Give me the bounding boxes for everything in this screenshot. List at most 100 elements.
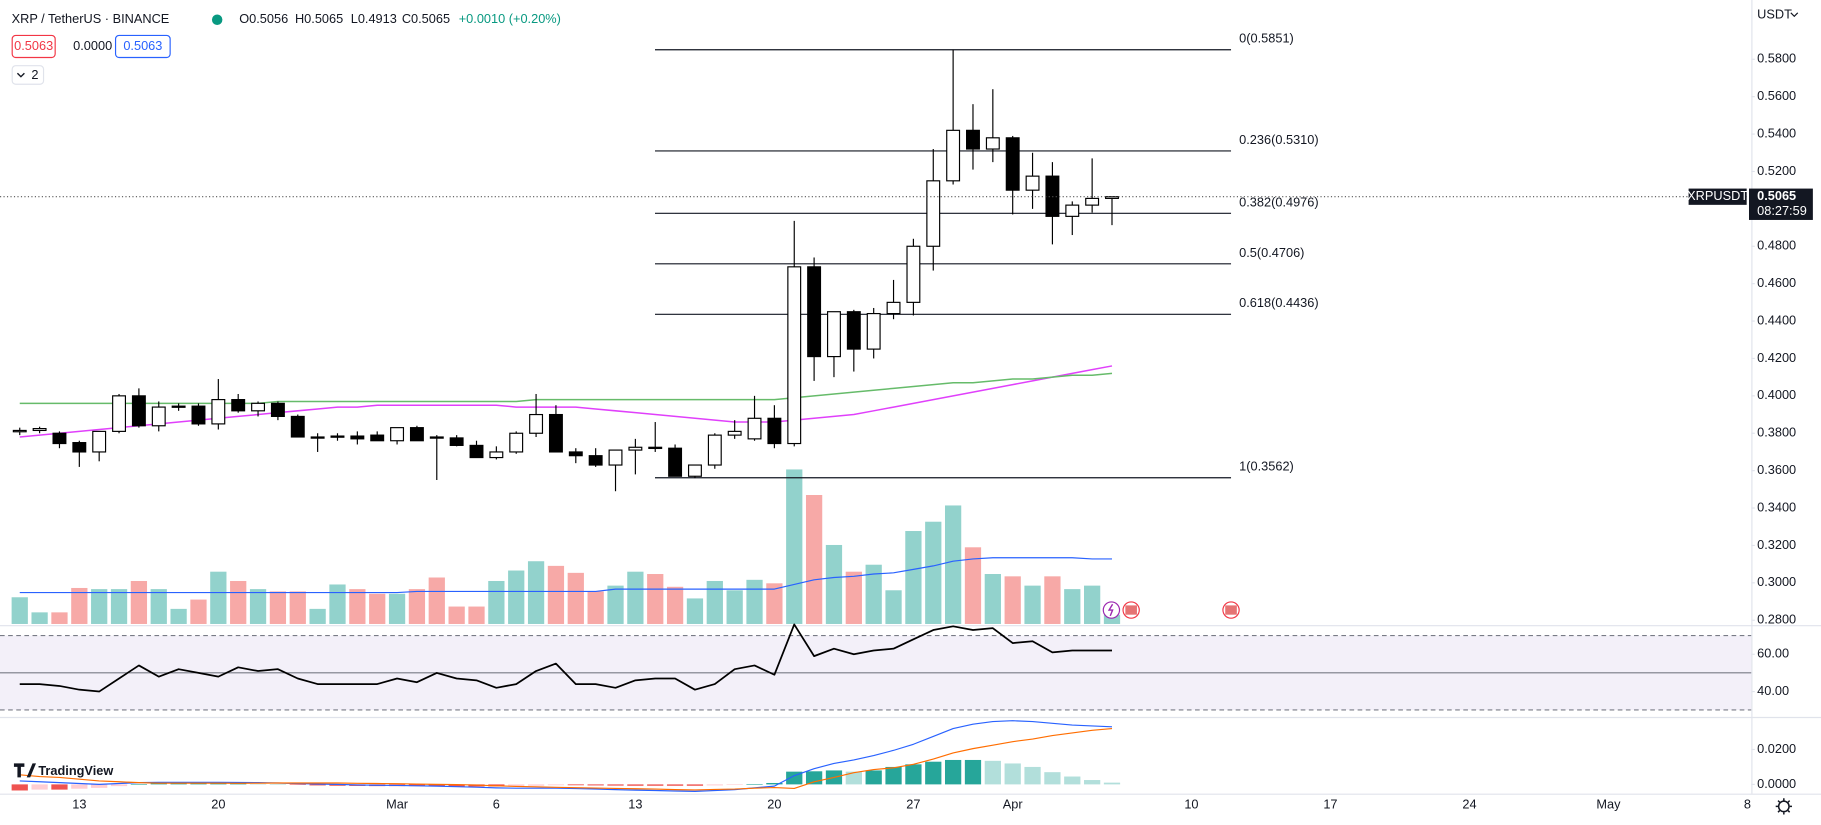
indicator-toggle[interactable]	[11, 65, 45, 85]
volume-bar	[170, 608, 187, 624]
candle-body	[52, 432, 67, 445]
macd-histogram-bar	[269, 784, 287, 785]
volume-bar	[269, 591, 287, 624]
volume-bar	[865, 564, 882, 624]
macd-histogram-bar	[230, 783, 247, 785]
candle-body	[469, 444, 484, 459]
volume-bar	[666, 586, 684, 624]
candle-body	[767, 417, 782, 445]
volume-bar	[249, 589, 267, 624]
macd-histogram-bar	[110, 784, 128, 787]
macd-histogram-bar	[547, 784, 565, 786]
candle-body	[1085, 197, 1100, 206]
currency-label[interactable]: USDT	[1757, 6, 1792, 21]
volume-bar	[31, 612, 48, 624]
market-status[interactable]	[211, 14, 223, 25]
sell-button[interactable]	[11, 34, 56, 59]
macd-histogram-bar	[1084, 780, 1101, 785]
volume-bar	[448, 606, 465, 624]
volume-bar	[587, 591, 604, 624]
candle-body	[588, 455, 603, 466]
candle-body	[290, 415, 305, 438]
x-tick-label: May	[1596, 797, 1621, 812]
volume-bar	[805, 495, 823, 624]
candle-body	[648, 446, 663, 450]
volume-bar	[905, 531, 922, 624]
candle-body	[966, 129, 980, 150]
volume-bar	[1103, 614, 1121, 624]
macd-histogram-bar	[607, 784, 624, 786]
x-tick-label: 8	[1744, 797, 1751, 812]
settings-icon[interactable]	[1777, 800, 1790, 813]
x-tick-label: 13	[72, 797, 86, 812]
ohlc-close: C0.5065	[402, 11, 450, 26]
macd-histogram-bar	[587, 784, 604, 786]
x-tick-label: 13	[628, 797, 642, 812]
candle-body	[608, 449, 623, 466]
volume-bar	[1004, 576, 1021, 624]
macd-histogram-bar	[249, 783, 267, 785]
fib-level-label: 0.382(0.4976)	[1239, 194, 1318, 209]
macd-histogram-bar	[1024, 766, 1041, 785]
volume-bar	[51, 612, 68, 624]
buy-button[interactable]	[114, 34, 171, 59]
volume-bar	[110, 589, 128, 624]
candle-body	[350, 435, 365, 440]
macd-histogram-bar	[805, 771, 823, 785]
candle-body	[390, 427, 405, 442]
x-tick-label: 10	[1184, 797, 1198, 812]
ohlc-open: O0.5056	[239, 11, 288, 26]
volume-bar	[964, 547, 982, 624]
volume-bar	[766, 583, 783, 624]
macd-histogram-bar	[726, 784, 743, 785]
macd-histogram-bar	[31, 784, 48, 790]
flag-icon	[1225, 605, 1237, 615]
volume-bar	[369, 593, 386, 624]
candle-body	[489, 451, 504, 459]
candle-body	[926, 180, 941, 247]
volume-bar	[925, 521, 942, 624]
price-tag-value: 0.5065	[1757, 188, 1796, 203]
settings-icon-teeth	[1775, 798, 1792, 815]
candle-body	[668, 447, 683, 477]
volume-bar	[647, 574, 664, 624]
x-tick-label: Apr	[1003, 797, 1024, 812]
volume-bar	[408, 589, 426, 624]
volume-bar	[1024, 585, 1041, 624]
macd-histogram-bar	[1044, 772, 1061, 785]
volume-bar	[388, 593, 406, 624]
macd-histogram-bar	[944, 759, 962, 785]
candle-body	[270, 402, 285, 418]
macd-histogram-bar	[210, 783, 227, 785]
y-tick-label: 0.5400	[1757, 125, 1796, 140]
symbol-title: XRP / TetherUS · BINANCE	[12, 11, 170, 26]
fib-level-label: 0(0.5851)	[1239, 31, 1294, 46]
candle-body	[92, 430, 107, 453]
volume-bar	[726, 590, 743, 624]
y-tick-label: 0.5200	[1757, 163, 1796, 178]
macd-histogram-bar	[647, 784, 664, 786]
candle-body	[866, 312, 881, 350]
volume-bar	[508, 570, 525, 624]
candle-body	[72, 442, 87, 453]
candle-body	[529, 413, 544, 434]
macd-signal-line	[19, 727, 1113, 791]
candle-body	[687, 464, 702, 477]
rsi-tick-label: 60.00	[1757, 646, 1789, 661]
y-tick-label: 0.4800	[1757, 238, 1796, 253]
symbol-tag	[1688, 188, 1747, 205]
volume-bar	[130, 580, 148, 624]
candle-body	[370, 434, 385, 442]
macd-histogram-bar	[508, 784, 525, 787]
volume-bar	[428, 577, 445, 624]
candle-body	[409, 427, 424, 442]
macd-histogram-bar	[984, 760, 1001, 785]
volume-bar	[607, 585, 624, 624]
macd-histogram-bar	[289, 784, 306, 785]
macd-histogram-bar	[51, 784, 68, 790]
brand-name[interactable]: TradingView	[38, 763, 113, 778]
flag-icon	[1125, 605, 1137, 615]
macd-histogram-bar	[448, 784, 465, 787]
volume-bar	[1084, 585, 1101, 624]
